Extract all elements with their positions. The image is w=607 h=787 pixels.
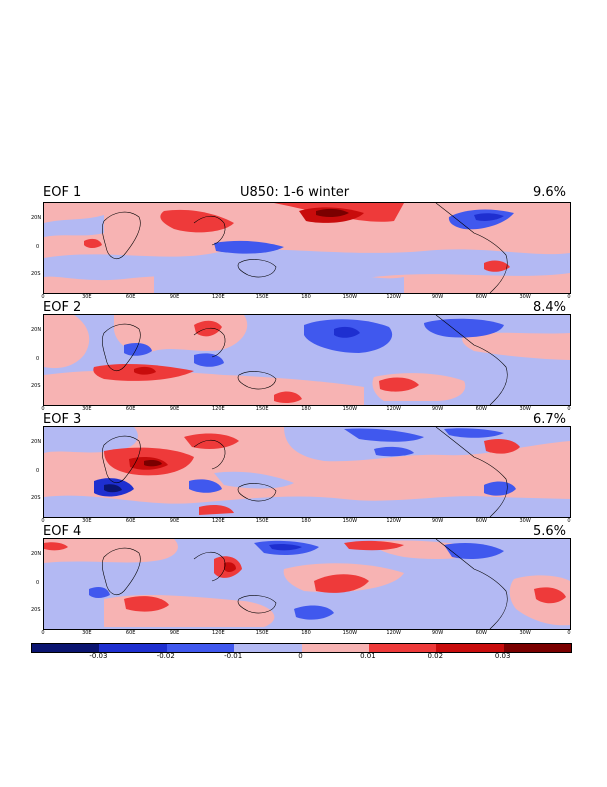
lon-tick-label: 60W xyxy=(475,406,487,412)
figure-title: U850: 1-6 winter xyxy=(240,185,350,200)
eof1-lat-20n: 20N xyxy=(31,215,42,221)
colorbar-swatch xyxy=(368,644,437,652)
colorbar-label: 0.03 xyxy=(494,652,511,660)
eof3-lat-0: 0 xyxy=(36,468,40,474)
lon-tick-label: 150W xyxy=(342,630,358,636)
lon-tick-label: 30E xyxy=(82,630,92,636)
lon-tick-label: 30E xyxy=(82,294,92,300)
lon-tick-label: 180 xyxy=(301,294,311,300)
lon-tick-label: 30E xyxy=(82,518,92,524)
panel1-variance: 9.6% xyxy=(533,185,567,200)
colorbar-swatch xyxy=(234,644,302,652)
eof4-lat-20n: 20N xyxy=(31,551,42,557)
lon-tick-label: 30E xyxy=(82,406,92,412)
colorbar-label: 0 xyxy=(298,652,303,660)
colorbar xyxy=(31,643,572,653)
lon-tick-label: 90E xyxy=(169,518,180,524)
colorbar-label: 0.02 xyxy=(427,652,444,660)
lon-tick-label: 60E xyxy=(125,406,136,412)
colorbar-swatch xyxy=(503,644,571,652)
colorbar-label: -0.02 xyxy=(156,652,175,660)
lon-tick-label: 90E xyxy=(169,294,180,300)
lon-tick-label: 120E xyxy=(211,406,225,412)
colorbar-swatch xyxy=(166,644,235,652)
lon-tick-label: 150W xyxy=(342,294,358,300)
lon-tick-label: 60W xyxy=(475,518,487,524)
eof4-lat-20s: 20S xyxy=(31,607,41,613)
colorbar-swatch xyxy=(436,644,504,652)
lon-tick-label: 0 xyxy=(41,406,45,412)
lon-tick-label: 180 xyxy=(301,406,311,412)
eof4-map xyxy=(43,538,571,630)
panel1-label: EOF 1 xyxy=(43,185,82,200)
lon-tick-label: 0 xyxy=(567,630,571,636)
lon-tick-label: 150E xyxy=(255,294,269,300)
lon-tick-label: 150W xyxy=(342,406,358,412)
lon-tick-label: 0 xyxy=(567,294,571,300)
panel2-label: EOF 2 xyxy=(43,300,82,315)
lon-tick-label: 150E xyxy=(255,518,269,524)
lon-tick-label: 120E xyxy=(211,294,225,300)
lon-tick-label: 60W xyxy=(475,294,487,300)
lon-tick-label: 90W xyxy=(431,518,444,524)
lon-tick-label: 150W xyxy=(342,518,358,524)
lon-tick-label: 30W xyxy=(519,294,531,300)
lon-tick-label: 180 xyxy=(301,518,311,524)
panel3-label: EOF 3 xyxy=(43,412,82,427)
lon-tick-label: 0 xyxy=(41,294,45,300)
lon-tick-label: 60E xyxy=(125,518,136,524)
lon-tick-label: 90W xyxy=(431,294,444,300)
lon-tick-label: 120E xyxy=(211,518,225,524)
lon-tick-label: 0 xyxy=(567,406,571,412)
panel2-variance: 8.4% xyxy=(533,300,567,315)
lon-tick-label: 120W xyxy=(386,294,401,300)
lon-tick-label: 120W xyxy=(386,518,401,524)
eof2-lat-0: 0 xyxy=(36,356,40,362)
eof1-lat-0: 0 xyxy=(36,244,40,250)
eof3-lat-20s: 20S xyxy=(31,495,41,501)
lon-tick-label: 180 xyxy=(301,630,311,636)
panel4-label: EOF 4 xyxy=(43,524,82,539)
lon-tick-label: 120E xyxy=(211,630,225,636)
colorbar-label: -0.01 xyxy=(224,652,243,660)
lon-tick-label: 0 xyxy=(41,630,45,636)
lon-tick-label: 90W xyxy=(431,406,444,412)
lon-tick-label: 30W xyxy=(519,406,531,412)
eof4-lat-0: 0 xyxy=(36,580,40,586)
colorbar-label: -0.03 xyxy=(89,652,108,660)
lon-tick-label: 90E xyxy=(169,406,180,412)
lon-tick-label: 90W xyxy=(431,630,444,636)
eof1-lat-20s: 20S xyxy=(31,271,41,277)
colorbar-swatch xyxy=(99,644,167,652)
eof2-map xyxy=(43,314,571,406)
lon-tick-label: 120W xyxy=(386,406,401,412)
eof1-map xyxy=(43,202,571,294)
lon-tick-label: 60E xyxy=(125,294,136,300)
panel3-variance: 6.7% xyxy=(533,412,567,427)
colorbar-swatch xyxy=(32,644,100,652)
lon-tick-label: 90E xyxy=(169,630,180,636)
eof3-map xyxy=(43,426,571,518)
eof2-lat-20n: 20N xyxy=(31,327,42,333)
lon-tick-label: 150E xyxy=(255,630,269,636)
colorbar-swatch xyxy=(301,644,369,652)
lon-tick-label: 30W xyxy=(519,630,531,636)
lon-tick-label: 30W xyxy=(519,518,531,524)
lon-tick-label: 0 xyxy=(567,518,571,524)
eof2-lat-20s: 20S xyxy=(31,383,41,389)
lon-tick-label: 120W xyxy=(386,630,401,636)
lon-tick-label: 150E xyxy=(255,406,269,412)
colorbar-label: 0.01 xyxy=(360,652,376,660)
lon-tick-label: 0 xyxy=(41,518,45,524)
panel4-variance: 5.6% xyxy=(533,524,567,539)
eof3-lat-20n: 20N xyxy=(31,439,42,445)
lon-tick-label: 60W xyxy=(475,630,487,636)
lon-tick-label: 60E xyxy=(125,630,136,636)
